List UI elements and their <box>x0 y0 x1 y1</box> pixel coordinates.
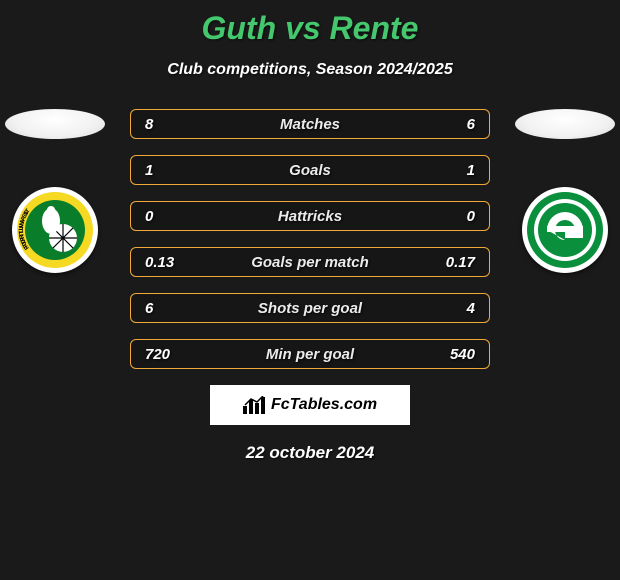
stat-left-value: 6 <box>145 300 205 317</box>
branding-text: FcTables.com <box>271 396 377 414</box>
stat-row: 1Goals1 <box>130 155 490 185</box>
stat-label: Goals <box>205 162 415 179</box>
stat-row: 8Matches6 <box>130 109 490 139</box>
right-player-avatar <box>515 109 615 139</box>
stat-right-value: 1 <box>415 162 475 179</box>
page-title: Guth vs Rente <box>0 0 620 47</box>
left-club-logo: FORTUNA SITTARD FORTUNA SITTARD <box>12 187 98 273</box>
stat-right-value: 6 <box>415 116 475 133</box>
stat-left-value: 720 <box>145 346 205 363</box>
stat-label: Matches <box>205 116 415 133</box>
subtitle: Club competitions, Season 2024/2025 <box>0 61 620 79</box>
stats-table: 8Matches61Goals10Hattricks00.13Goals per… <box>130 109 490 369</box>
stat-label: Goals per match <box>205 254 415 271</box>
stat-right-value: 0 <box>415 208 475 225</box>
stat-right-value: 540 <box>415 346 475 363</box>
stat-label: Shots per goal <box>205 300 415 317</box>
stat-row: 0.13Goals per match0.17 <box>130 247 490 277</box>
stat-label: Hattricks <box>205 208 415 225</box>
right-player-col <box>510 109 620 273</box>
stat-row: 720Min per goal540 <box>130 339 490 369</box>
stat-left-value: 0.13 <box>145 254 205 271</box>
stat-label: Min per goal <box>205 346 415 363</box>
comparison-container: FORTUNA SITTARD FORTUNA SITTARD 8Matches… <box>0 109 620 463</box>
stat-left-value: 8 <box>145 116 205 133</box>
stat-left-value: 1 <box>145 162 205 179</box>
stat-row: 0Hattricks0 <box>130 201 490 231</box>
bar-chart-icon <box>243 396 265 414</box>
stat-left-value: 0 <box>145 208 205 225</box>
right-club-logo <box>522 187 608 273</box>
fortuna-sittard-logo-icon: FORTUNA SITTARD FORTUNA SITTARD <box>15 190 95 270</box>
date-text: 22 october 2024 <box>0 443 620 463</box>
left-player-avatar <box>5 109 105 139</box>
stat-row: 6Shots per goal4 <box>130 293 490 323</box>
stat-right-value: 0.17 <box>415 254 475 271</box>
fc-groningen-logo-icon <box>525 190 605 270</box>
stat-right-value: 4 <box>415 300 475 317</box>
branding-badge[interactable]: FcTables.com <box>210 385 410 425</box>
left-player-col: FORTUNA SITTARD FORTUNA SITTARD <box>0 109 110 273</box>
